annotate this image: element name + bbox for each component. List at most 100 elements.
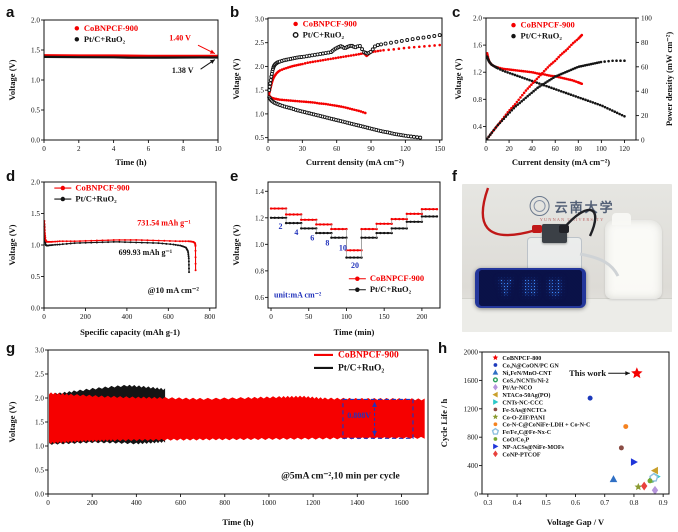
svg-text:60: 60 bbox=[333, 145, 341, 153]
svg-text:Current density (mA cm⁻²): Current density (mA cm⁻²) bbox=[306, 157, 404, 167]
svg-text:3.0: 3.0 bbox=[255, 15, 264, 23]
svg-text:2: 2 bbox=[77, 145, 81, 153]
svg-text:1200: 1200 bbox=[464, 405, 479, 413]
svg-text:20: 20 bbox=[505, 145, 513, 153]
svg-text:100: 100 bbox=[596, 145, 607, 153]
svg-text:3.0: 3.0 bbox=[35, 347, 44, 355]
svg-text:0: 0 bbox=[484, 145, 488, 153]
svg-text:0.5: 0.5 bbox=[255, 134, 264, 142]
svg-text:1200: 1200 bbox=[306, 499, 321, 507]
led-text: YNU bbox=[499, 276, 574, 301]
svg-text:Co₄N@CoON/PC GN: Co₄N@CoON/PC GN bbox=[502, 364, 559, 370]
svg-text:60: 60 bbox=[552, 145, 560, 153]
svg-text:0: 0 bbox=[269, 313, 273, 321]
svg-text:CoBNPCF-900: CoBNPCF-900 bbox=[75, 183, 129, 193]
svg-text:400: 400 bbox=[131, 499, 142, 507]
svg-text:0.9: 0.9 bbox=[659, 499, 668, 507]
svg-text:30: 30 bbox=[299, 145, 307, 153]
svg-text:0: 0 bbox=[474, 491, 478, 499]
black-clip bbox=[559, 225, 569, 233]
svg-text:200: 200 bbox=[80, 313, 91, 321]
svg-text:0: 0 bbox=[46, 499, 50, 507]
svg-text:1.5: 1.5 bbox=[31, 210, 40, 218]
svg-text:2.0: 2.0 bbox=[31, 17, 40, 25]
svg-text:6: 6 bbox=[147, 145, 151, 153]
svg-text:0.5: 0.5 bbox=[31, 107, 40, 115]
svg-text:CoBNPCF-900: CoBNPCF-900 bbox=[338, 350, 399, 360]
svg-text:Voltage Gap / V: Voltage Gap / V bbox=[547, 517, 605, 527]
svg-text:1.2: 1.2 bbox=[473, 69, 482, 77]
svg-text:1.0: 1.0 bbox=[35, 443, 44, 451]
panel-letter-d: d bbox=[6, 168, 16, 185]
svg-text:Co-N-C@CoNiFe-LDH + Co-N-C: Co-N-C@CoNiFe-LDH + Co-N-C bbox=[502, 423, 590, 429]
svg-text:0.5: 0.5 bbox=[542, 499, 551, 507]
svg-text:Voltage (V): Voltage (V) bbox=[231, 58, 241, 99]
panel-letter-f: f bbox=[452, 168, 457, 185]
svg-text:90: 90 bbox=[367, 145, 375, 153]
led-display: YNU bbox=[474, 268, 586, 309]
panel-letter-g: g bbox=[6, 340, 16, 357]
panel-letter-c: c bbox=[452, 4, 461, 21]
watermark-text: 云南大学 bbox=[554, 199, 615, 215]
svg-text:80: 80 bbox=[575, 145, 583, 153]
svg-text:1400: 1400 bbox=[350, 499, 365, 507]
svg-text:Pt/C+RuO₂: Pt/C+RuO₂ bbox=[303, 29, 345, 39]
svg-text:600: 600 bbox=[163, 313, 174, 321]
svg-text:0.4: 0.4 bbox=[513, 499, 522, 507]
svg-text:Pt/C+RuO₂: Pt/C+RuO₂ bbox=[370, 284, 412, 294]
panel-letter-h: h bbox=[438, 340, 448, 357]
panel-a: a 0 2 4 6 8 10 0.0 0.5 1.0 1.5 2.0 Time (h) Voltage … bbox=[6, 4, 228, 170]
svg-text:Fe-SAs@NCTCs: Fe-SAs@NCTCs bbox=[502, 408, 547, 414]
svg-text:0.8: 0.8 bbox=[255, 267, 264, 275]
svg-text:150: 150 bbox=[379, 313, 390, 321]
svg-text:0.0: 0.0 bbox=[35, 491, 44, 499]
black-wire bbox=[563, 208, 597, 237]
svg-text:200: 200 bbox=[417, 313, 428, 321]
wires-and-clips bbox=[481, 187, 620, 277]
svg-text:50: 50 bbox=[305, 313, 313, 321]
svg-text:0: 0 bbox=[42, 313, 46, 321]
svg-text:Pt/C+RuO₂: Pt/C+RuO₂ bbox=[338, 363, 384, 373]
svg-text:CoNP-PTCOF: CoNP-PTCOF bbox=[502, 452, 541, 458]
svg-text:1.5: 1.5 bbox=[255, 87, 264, 95]
svg-text:400: 400 bbox=[467, 462, 478, 470]
svg-text:Time (h): Time (h) bbox=[222, 517, 253, 527]
svg-text:0.5: 0.5 bbox=[35, 467, 44, 475]
panel-e: e 0 50 100 150 200 0.6 0.8 1.0 1.2 1.4 Time (min) V… bbox=[230, 168, 452, 340]
svg-text:2.0: 2.0 bbox=[35, 395, 44, 403]
svg-text:6: 6 bbox=[310, 233, 314, 242]
svg-text:Voltage (V): Voltage (V) bbox=[7, 224, 17, 265]
svg-text:40: 40 bbox=[529, 145, 537, 153]
svg-text:Pt/C+RuO₂: Pt/C+RuO₂ bbox=[75, 194, 117, 204]
svg-text:800: 800 bbox=[219, 499, 230, 507]
svg-text:This work: This work bbox=[569, 368, 606, 378]
svg-text:731.54 mAh g⁻¹: 731.54 mAh g⁻¹ bbox=[137, 218, 191, 227]
battery-demo-photo: 云南大学 YUNNAN UNIVERSITY YNU bbox=[462, 184, 672, 332]
svg-text:8: 8 bbox=[325, 239, 329, 248]
svg-text:800: 800 bbox=[467, 434, 478, 442]
panel-f: f 云南大学 YUNNAN UNIVERSITY bbox=[452, 168, 678, 340]
svg-text:CoBNPCF-900: CoBNPCF-900 bbox=[521, 20, 575, 30]
svg-text:120: 120 bbox=[619, 145, 630, 153]
svg-text:Fe/Fe₃C@Fe-Nx-C: Fe/Fe₃C@Fe-Nx-C bbox=[502, 430, 551, 436]
svg-text:Ni₃FeN/MnO-CNT: Ni₃FeN/MnO-CNT bbox=[502, 371, 551, 377]
svg-text:CNTs-NC-CCC: CNTs-NC-CCC bbox=[502, 401, 543, 407]
svg-text:4: 4 bbox=[294, 228, 298, 237]
svg-text:0.0: 0.0 bbox=[31, 137, 40, 145]
svg-text:0.808V: 0.808V bbox=[347, 411, 371, 420]
svg-text:CoBNPCF-900: CoBNPCF-900 bbox=[84, 23, 138, 33]
svg-text:1.0: 1.0 bbox=[255, 110, 264, 118]
panel-h: h 0.3 0.4 0.5 0.6 0.7 0.8 0.9 0 400 800 1200 1600 20… bbox=[438, 340, 678, 530]
svg-text:699.93 mAh g⁻¹: 699.93 mAh g⁻¹ bbox=[119, 248, 173, 257]
svg-text:1.2: 1.2 bbox=[255, 214, 264, 222]
panel-c: c 0 20 40 60 80 100 120 0.4 0.8 1.2 1.6 2.0 0 20 40 60 8… bbox=[452, 4, 678, 170]
svg-text:Power density (mW cm⁻²): Power density (mW cm⁻²) bbox=[664, 32, 674, 126]
chart-g-cycling-stability: 0 200 400 600 800 1000 1200 1400 1600 0.0 0.5 1.0 1.… bbox=[7, 347, 429, 527]
svg-text:4: 4 bbox=[112, 145, 116, 153]
red-clip bbox=[532, 225, 542, 233]
svg-text:Time (min): Time (min) bbox=[334, 327, 375, 337]
svg-text:Voltage (V): Voltage (V) bbox=[7, 401, 17, 442]
svg-text:Voltage (V): Voltage (V) bbox=[231, 224, 241, 265]
svg-text:1.40 V: 1.40 V bbox=[169, 33, 191, 42]
svg-text:1.0: 1.0 bbox=[31, 242, 40, 250]
